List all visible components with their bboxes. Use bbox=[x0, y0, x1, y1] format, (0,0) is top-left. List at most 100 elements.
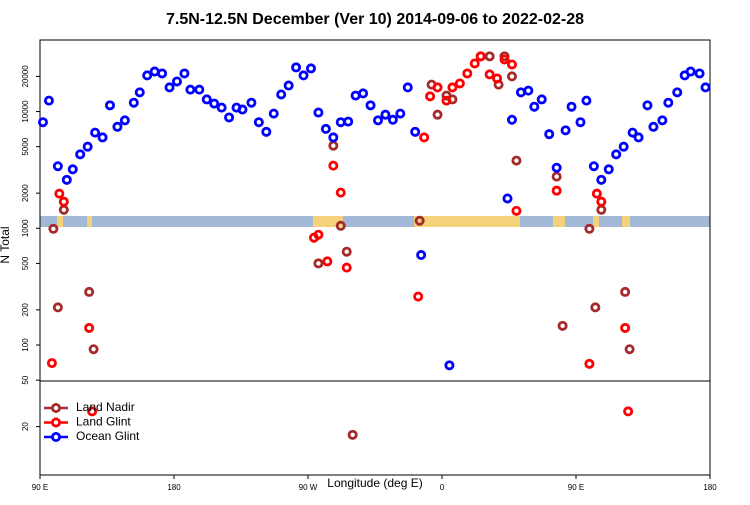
point bbox=[410, 126, 421, 137]
legend-marker bbox=[51, 431, 62, 442]
point bbox=[387, 114, 398, 125]
land-strip bbox=[553, 216, 565, 227]
point bbox=[185, 84, 196, 95]
point bbox=[358, 88, 369, 99]
point bbox=[462, 68, 473, 79]
point bbox=[313, 107, 324, 118]
point bbox=[499, 54, 510, 65]
y-tick-label: 20 bbox=[21, 422, 30, 431]
point bbox=[425, 91, 436, 102]
point bbox=[328, 160, 339, 171]
point bbox=[209, 98, 220, 109]
point bbox=[335, 220, 346, 231]
y-tick-label: 50 bbox=[21, 375, 30, 384]
legend-label: Land Nadir bbox=[76, 400, 135, 414]
point bbox=[484, 51, 495, 62]
point bbox=[335, 187, 346, 198]
point bbox=[618, 141, 629, 152]
point bbox=[551, 162, 562, 173]
point bbox=[685, 66, 696, 77]
point bbox=[557, 320, 568, 331]
point bbox=[97, 132, 108, 143]
point bbox=[432, 82, 443, 93]
point bbox=[475, 51, 486, 62]
point bbox=[88, 344, 99, 355]
point bbox=[484, 69, 495, 80]
point bbox=[395, 108, 406, 119]
point bbox=[414, 215, 425, 226]
y-axis-label: N Total bbox=[0, 226, 12, 263]
point bbox=[84, 322, 95, 333]
point bbox=[560, 125, 571, 136]
point bbox=[46, 358, 57, 369]
y-tick-label: 1000 bbox=[21, 219, 30, 237]
point bbox=[119, 115, 130, 126]
point bbox=[179, 68, 190, 79]
point bbox=[506, 59, 517, 70]
point bbox=[444, 360, 455, 371]
point bbox=[313, 258, 324, 269]
point bbox=[48, 223, 59, 234]
point bbox=[322, 256, 333, 267]
point bbox=[544, 129, 555, 140]
point bbox=[469, 58, 480, 69]
point bbox=[237, 104, 248, 115]
point bbox=[328, 132, 339, 143]
point bbox=[402, 82, 413, 93]
point bbox=[67, 164, 78, 175]
point bbox=[104, 100, 115, 111]
point bbox=[343, 116, 354, 127]
point bbox=[201, 94, 212, 105]
y-tick-label: 2000 bbox=[21, 184, 30, 202]
point bbox=[276, 89, 287, 100]
point bbox=[441, 95, 452, 106]
point bbox=[128, 97, 139, 108]
plot-frame bbox=[39, 39, 711, 476]
land-strip bbox=[87, 216, 92, 227]
point bbox=[523, 85, 534, 96]
point bbox=[694, 68, 705, 79]
point bbox=[511, 205, 522, 216]
x-tick-label: 180 bbox=[167, 483, 181, 492]
point bbox=[372, 115, 383, 126]
x-tick-label: 180 bbox=[703, 483, 717, 492]
point bbox=[54, 188, 65, 199]
point bbox=[52, 302, 63, 313]
land-strip bbox=[57, 216, 63, 227]
x-tick-label: 0 bbox=[440, 483, 445, 492]
point bbox=[584, 358, 595, 369]
point bbox=[291, 62, 302, 73]
point bbox=[454, 78, 465, 89]
point bbox=[224, 112, 235, 123]
point bbox=[492, 73, 503, 84]
point bbox=[624, 344, 635, 355]
point bbox=[37, 117, 48, 128]
point bbox=[61, 174, 72, 185]
point bbox=[216, 102, 227, 113]
y-tick-label: 20000 bbox=[21, 65, 30, 88]
point bbox=[298, 70, 309, 81]
chart-title: 7.5N-12.5N December (Ver 10) 2014-09-06 … bbox=[166, 11, 584, 28]
point bbox=[320, 123, 331, 134]
land-strip bbox=[313, 216, 343, 227]
land-strip bbox=[622, 216, 630, 227]
point bbox=[413, 291, 424, 302]
point bbox=[620, 322, 631, 333]
point bbox=[365, 100, 376, 111]
point bbox=[341, 246, 352, 257]
y-tick-label: 500 bbox=[21, 256, 30, 270]
land-strip bbox=[414, 216, 520, 227]
point bbox=[551, 171, 562, 182]
point bbox=[380, 109, 391, 120]
point bbox=[82, 141, 93, 152]
legend-label: Land Glint bbox=[76, 415, 131, 429]
point bbox=[90, 127, 101, 138]
point bbox=[58, 196, 69, 207]
point bbox=[633, 132, 644, 143]
point bbox=[341, 262, 352, 273]
y-tick-label: 100 bbox=[21, 338, 30, 352]
x-tick-label: 90 W bbox=[299, 483, 318, 492]
point bbox=[142, 70, 153, 81]
point bbox=[603, 164, 614, 175]
